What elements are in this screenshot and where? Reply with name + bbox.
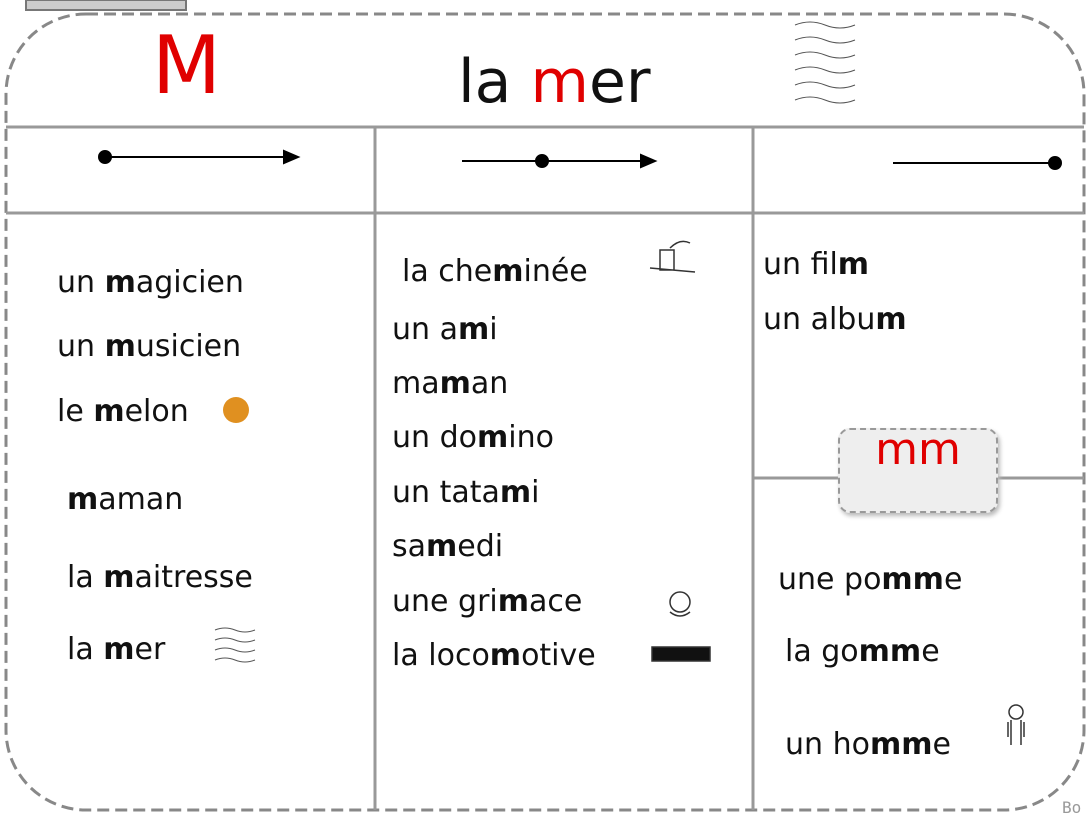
word-part: m	[426, 529, 458, 564]
word-part: la	[67, 632, 104, 667]
word-part: e	[921, 634, 940, 669]
word-part: m	[103, 632, 135, 667]
word-part: un a	[392, 312, 458, 347]
word-part: un albu	[763, 302, 876, 337]
word: un magicien	[57, 268, 244, 298]
word-part: le	[57, 394, 94, 429]
word-part: la loco	[392, 638, 490, 673]
word: un ami	[392, 315, 498, 345]
grid	[6, 125, 1084, 810]
word-part: m	[492, 254, 524, 289]
word-part: an	[470, 366, 509, 401]
word-part: m	[875, 302, 907, 337]
word-part: m	[476, 420, 509, 455]
word: une pomme	[778, 565, 962, 595]
word-part: la go	[785, 634, 859, 669]
word-part: m	[104, 265, 136, 300]
word-part: ace	[529, 584, 583, 619]
word-part: la	[67, 560, 104, 595]
word-part: ma	[392, 366, 440, 401]
word-part: m	[489, 638, 522, 673]
word-part: un	[57, 265, 105, 300]
word-part: elon	[124, 394, 189, 429]
word: le melon	[57, 397, 189, 427]
word: un domino	[392, 423, 554, 453]
word: la gomme	[785, 637, 940, 667]
word: la mer	[67, 635, 165, 665]
arrows	[98, 149, 1062, 170]
word-part: la	[458, 47, 531, 117]
sea-icon	[214, 21, 856, 663]
word-part: un tata	[392, 475, 500, 510]
word-part: inée	[523, 254, 588, 289]
word-part: mm	[881, 562, 944, 597]
word-part: edi	[457, 529, 504, 564]
word-part: m	[67, 482, 99, 517]
word: une grimace	[392, 587, 582, 617]
word: un album	[763, 305, 907, 335]
word: un musicien	[57, 332, 241, 362]
word: la locomotive	[392, 641, 596, 671]
word-part: m	[457, 312, 490, 347]
word-part: un ho	[785, 727, 870, 762]
word-part: m	[837, 247, 870, 282]
word: la maitresse	[67, 563, 253, 593]
word: la cheminée	[402, 257, 588, 287]
word-part: m	[499, 475, 532, 510]
word-part: i	[531, 475, 540, 510]
word-part: er	[588, 47, 651, 117]
word-part: otive	[521, 638, 596, 673]
mm-label: mm	[838, 428, 998, 513]
footer: Bo	[1062, 798, 1082, 817]
word-part: aitresse	[134, 560, 253, 595]
word-part: sa	[392, 529, 427, 564]
word-part: mm	[858, 634, 922, 669]
sketch-icons	[649, 240, 1025, 745]
word-part: i	[489, 312, 498, 347]
word-part: er	[134, 632, 166, 667]
word-part: m	[439, 366, 471, 401]
word: samedi	[392, 532, 503, 562]
word-part: e	[943, 562, 963, 597]
word-part: aman	[98, 482, 184, 517]
word-part: usicien	[135, 329, 242, 364]
word-part: une po	[778, 562, 882, 597]
word-part: agicien	[135, 265, 244, 300]
letter: M	[152, 19, 222, 112]
word-part: m	[497, 584, 529, 619]
word-part: m	[104, 329, 136, 364]
word: un film	[763, 250, 869, 280]
word-part: une gri	[392, 584, 498, 619]
word-part: ino	[508, 420, 554, 455]
word: un tatami	[392, 478, 539, 508]
word-part: m	[103, 560, 135, 595]
border	[4, 12, 1086, 812]
word: un homme	[785, 730, 951, 760]
title-word: la mer	[458, 52, 651, 112]
word: maman	[392, 369, 508, 399]
word-part: la che	[402, 254, 493, 289]
word-part: e	[932, 727, 951, 762]
word-part: un do	[392, 420, 477, 455]
word-part: un	[57, 329, 105, 364]
word-part: m	[530, 47, 589, 117]
word: maman	[67, 485, 183, 515]
word-part: un fil	[763, 247, 838, 282]
word-part: mm	[869, 727, 933, 762]
word-part: m	[93, 394, 125, 429]
melon-icon	[223, 397, 249, 423]
tab	[25, 0, 187, 11]
